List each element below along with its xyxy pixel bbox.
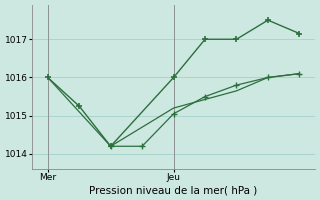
X-axis label: Pression niveau de la mer( hPa ): Pression niveau de la mer( hPa ) <box>90 185 258 195</box>
